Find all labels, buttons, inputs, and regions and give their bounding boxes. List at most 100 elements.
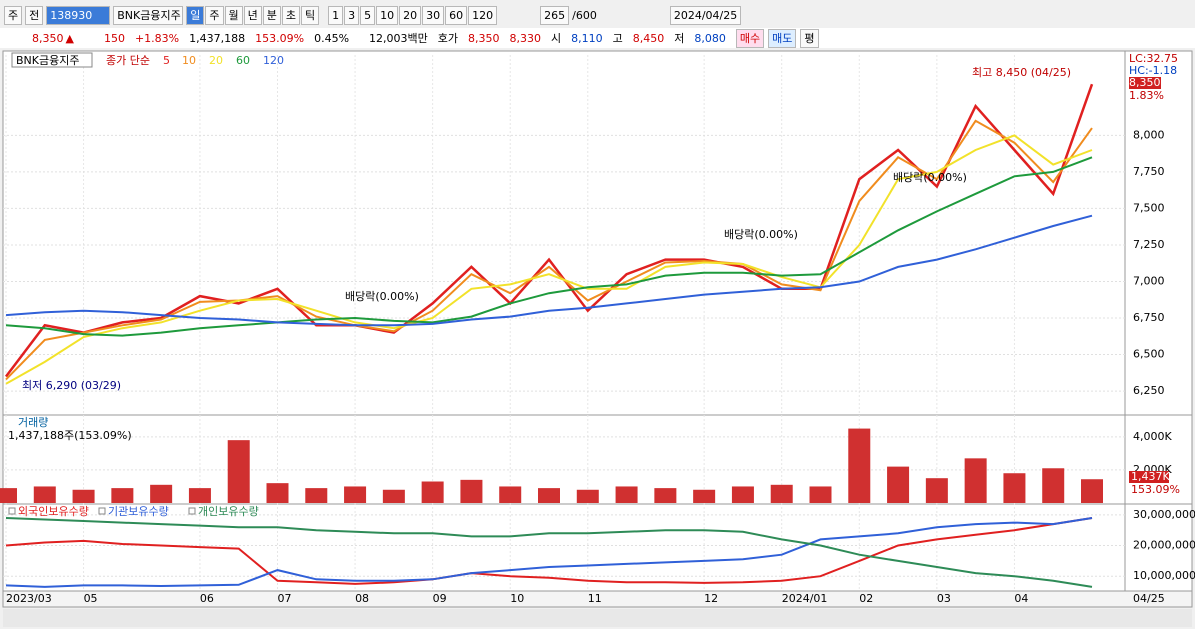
y-tick-label: 7,250 <box>1133 238 1165 251</box>
y-tick-label: 7,500 <box>1133 201 1165 214</box>
interval-button[interactable]: 5 <box>360 5 376 25</box>
volume-bar <box>809 486 832 503</box>
series-line <box>5 517 1093 585</box>
legend-swatch <box>8 507 16 515</box>
volume-bar <box>654 488 677 503</box>
volume-bar <box>499 486 522 503</box>
x-tick-label: 2024/01 <box>782 592 828 605</box>
code-input[interactable]: 138930 <box>46 5 111 25</box>
volume-bar <box>848 428 871 503</box>
volume-bar <box>887 466 910 503</box>
ask-label: 호가 <box>437 32 459 45</box>
x-axis-strip <box>2 590 1193 608</box>
volume-bar <box>770 484 793 503</box>
interval-button[interactable]: 120 <box>468 5 498 25</box>
interval-button[interactable]: 1 <box>328 5 344 25</box>
low: 8,080 <box>694 31 726 45</box>
buy-button[interactable]: 매수 <box>735 28 765 48</box>
sell-button[interactable]: 매도 <box>768 28 797 48</box>
y-tick-label: 6,250 <box>1133 384 1165 397</box>
period-button[interactable]: 일 <box>186 5 205 25</box>
amount: 12,003백만 <box>369 32 428 45</box>
x-tick-label: 02 <box>859 592 873 605</box>
series-line <box>5 517 1093 588</box>
legend-entry: 개인보유수량 <box>198 505 259 518</box>
legend-entry: 60 <box>236 54 250 67</box>
market-select[interactable]: 주 <box>4 5 23 25</box>
right-label: 1,437K <box>1131 470 1170 483</box>
turnover: 0.45% <box>314 31 350 45</box>
series-line <box>5 134 1093 385</box>
x-tick-label: 08 <box>355 592 369 605</box>
y-tick-label: 6,750 <box>1133 311 1165 324</box>
volume-bar <box>0 488 17 503</box>
volume-bar <box>266 483 289 503</box>
ask: 8,350 <box>468 31 500 45</box>
count-input[interactable]: 265 <box>540 5 570 25</box>
x-tick-label: 07 <box>278 592 292 605</box>
volume-ratio: 153.09% <box>255 31 305 45</box>
period-button[interactable]: 분 <box>262 5 281 25</box>
volume-bar <box>693 489 716 503</box>
quote-bar: 8,350 ▲ 150 +1.83% 1,437,188 153.09% 0.4… <box>0 28 1195 48</box>
y-tick-label: 7,000 <box>1133 274 1165 287</box>
right-label: LC:32.75 <box>1129 52 1178 65</box>
legend-entry: 기관보유수량 <box>108 505 169 518</box>
x-tick-label: 03 <box>937 592 951 605</box>
low-label: 저 <box>674 32 685 45</box>
volume-box <box>1129 471 1169 483</box>
interval-button[interactable]: 3 <box>344 5 360 25</box>
count-max: /600 <box>572 8 597 22</box>
chart-title: BNK금융지주 <box>16 54 79 67</box>
interval-button[interactable]: 30 <box>422 5 445 25</box>
interval-button[interactable]: 60 <box>445 5 468 25</box>
change: 150 <box>103 31 125 45</box>
price-box <box>1129 77 1161 89</box>
annotation: 배당락(0.00%) <box>724 228 798 241</box>
scrollbar[interactable] <box>3 609 1192 627</box>
right-label: HC:-1.18 <box>1129 64 1177 77</box>
x-tick-label: 05 <box>84 592 98 605</box>
volume-bar <box>382 489 405 503</box>
x-tick-label: 10 <box>510 592 524 605</box>
interval-button[interactable]: 10 <box>376 5 399 25</box>
period-button[interactable]: 주 <box>205 5 224 25</box>
y-tick-label: 8,000 <box>1133 128 1165 141</box>
volume-bar <box>538 488 560 503</box>
series-line <box>5 517 1093 588</box>
volume-bar <box>421 481 444 503</box>
x-tick-label: 06 <box>200 592 214 605</box>
panel-subtitle: 1,437,188주(153.09%) <box>8 429 132 442</box>
x-tick-label: 09 <box>433 592 447 605</box>
y-tick-label: 4,000K <box>1133 430 1172 443</box>
series-line <box>5 119 1093 381</box>
range-select[interactable]: 전 <box>25 5 44 25</box>
volume-bar <box>188 488 211 503</box>
x-tick-label: 11 <box>588 592 602 605</box>
period-button[interactable]: 년 <box>243 5 262 25</box>
legend-entry: 5 <box>163 54 170 67</box>
y-tick-label: 6,500 <box>1133 348 1165 361</box>
date-input[interactable]: 2024/04/25 <box>669 5 742 25</box>
y-tick-label: 30,000,000 <box>1133 508 1195 521</box>
sign: ▲ <box>65 31 74 45</box>
y-tick-label: 10,000,000 <box>1133 569 1195 582</box>
period-button[interactable]: 월 <box>224 5 243 25</box>
volume-bar <box>1081 479 1103 503</box>
volume: 1,437,188 <box>189 31 246 45</box>
x-tick-label: 04/25 <box>1133 592 1165 605</box>
x-tick-label: 2023/03 <box>6 592 52 605</box>
interval-button[interactable]: 20 <box>399 5 422 25</box>
x-tick-label: 12 <box>704 592 718 605</box>
volume-bar <box>925 478 948 503</box>
change-pct: +1.83% <box>134 31 180 45</box>
volume-bar <box>72 489 95 503</box>
bid: 8,330 <box>509 31 542 45</box>
legend-swatch <box>98 507 106 515</box>
avg-button[interactable]: 평 <box>800 28 819 48</box>
x-tick-label: 04 <box>1014 592 1028 605</box>
period-button[interactable]: 초 <box>281 5 300 25</box>
right-label: 8,350 <box>1129 76 1161 89</box>
period-button[interactable]: 틱 <box>301 5 320 25</box>
